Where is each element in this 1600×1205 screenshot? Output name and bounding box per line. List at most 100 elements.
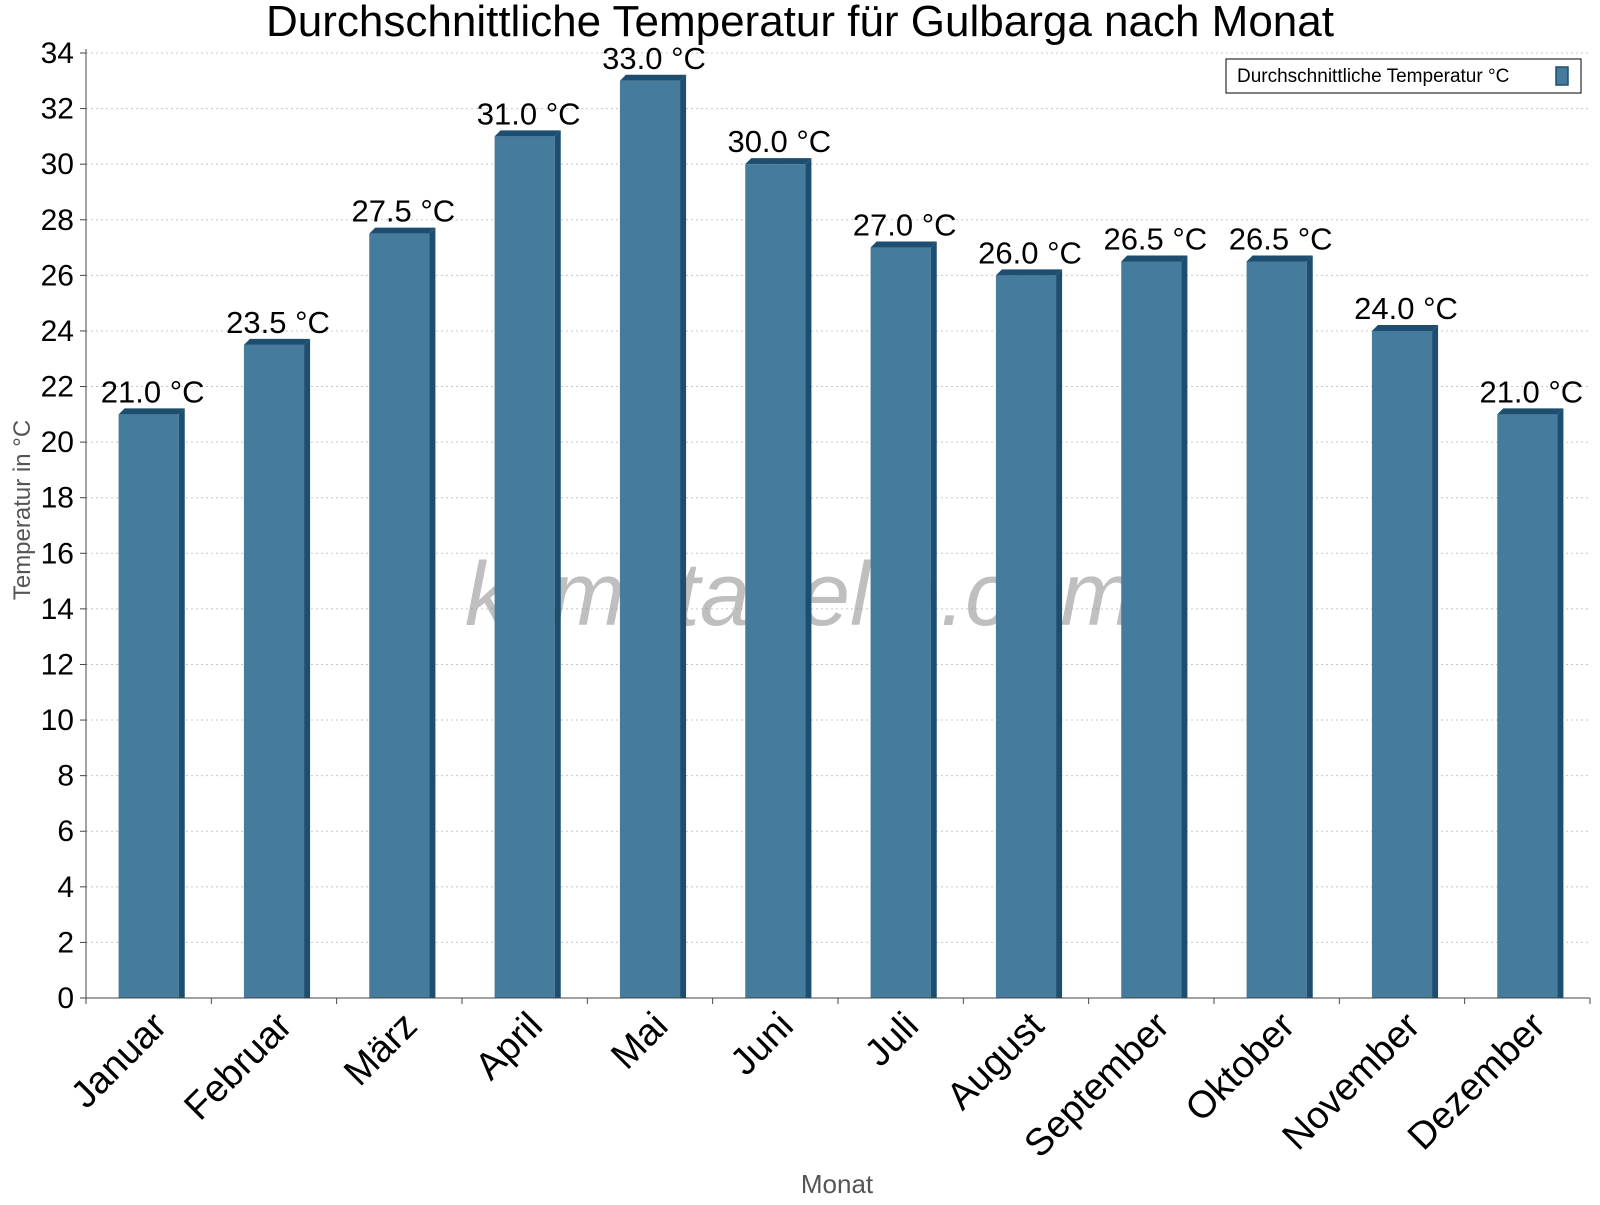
- bar: [243, 338, 311, 998]
- legend-swatch: [1555, 66, 1569, 86]
- bar-top-face: [243, 338, 311, 345]
- y-tick-label: 22: [41, 371, 74, 404]
- y-tick-label: 24: [41, 315, 74, 348]
- bar-top-face: [995, 269, 1063, 276]
- bar-body: [745, 164, 806, 999]
- bar-top-face: [118, 408, 185, 415]
- axes: [80, 49, 1591, 1004]
- bar-side-face: [1056, 269, 1063, 999]
- bar: [118, 408, 185, 999]
- data-label: 31.0 °C: [477, 96, 581, 131]
- y-tick-label: 10: [41, 704, 74, 737]
- bar-body: [1121, 261, 1182, 998]
- data-labels: 21.0 °C 23.5 °C 27.5 °C 31.0 °C 33.0 °C 30.0 …: [101, 41, 1583, 410]
- y-tick-label: 0: [57, 982, 74, 1015]
- legend: Durchschnittliche Temperatur °C: [1225, 58, 1582, 94]
- x-tick-label: Juni: [723, 1005, 802, 1084]
- y-tick-label: 26: [41, 259, 74, 292]
- x-axis-label: Monat: [801, 1169, 874, 1199]
- y-tick-label: 20: [41, 426, 74, 459]
- bar-top-face: [1246, 255, 1313, 262]
- bar-side-face: [429, 227, 436, 999]
- bar-top-face: [369, 227, 436, 234]
- bar: [369, 227, 436, 999]
- data-label: 23.5 °C: [226, 305, 330, 340]
- data-label: 21.0 °C: [1479, 374, 1583, 409]
- bar-side-face: [680, 74, 687, 998]
- bar-body: [243, 344, 305, 998]
- bar-side-face: [1432, 324, 1439, 998]
- bar-body: [118, 414, 179, 999]
- bar-top-face: [1497, 408, 1564, 415]
- data-label: 33.0 °C: [602, 41, 706, 76]
- y-tick-label: 12: [41, 648, 74, 681]
- bar: [619, 74, 687, 998]
- bar-side-face: [1306, 255, 1313, 999]
- data-label: 26.0 °C: [978, 235, 1082, 270]
- data-label: 26.5 °C: [1229, 221, 1333, 256]
- x-tick-label: Mai: [603, 1005, 676, 1078]
- x-tick-labels: Januar Februar März April Mai Juni Juli AugustS…: [63, 1004, 1554, 1165]
- x-tick-label: Januar: [63, 1004, 175, 1116]
- grid-lines: [86, 52, 1590, 943]
- bar-side-face: [178, 408, 185, 999]
- bar: [870, 241, 937, 998]
- x-tick-label: April: [468, 1005, 551, 1088]
- bar: [745, 158, 812, 999]
- bar-side-face: [304, 338, 311, 998]
- bar-top-face: [494, 130, 561, 137]
- data-label: 27.5 °C: [351, 194, 455, 229]
- bar-body: [1246, 261, 1307, 998]
- legend-box: [1225, 58, 1582, 94]
- data-label: 24.0 °C: [1354, 291, 1458, 326]
- data-label: 26.5 °C: [1103, 221, 1207, 256]
- bar: [1497, 408, 1564, 999]
- bar-top-face: [745, 158, 812, 165]
- data-label: 30.0 °C: [727, 124, 831, 159]
- y-tick-label: 14: [41, 593, 74, 626]
- y-tick-label: 16: [41, 537, 74, 570]
- y-tick-label: 4: [57, 871, 74, 904]
- bar: [494, 130, 561, 999]
- bar-side-face: [805, 158, 812, 999]
- y-tick-label: 2: [57, 926, 74, 959]
- y-tick-label: 34: [41, 37, 74, 70]
- x-tick-label: Februar: [177, 1004, 301, 1128]
- data-label: 21.0 °C: [101, 374, 205, 409]
- bar-body: [1371, 330, 1433, 998]
- bar-body: [995, 275, 1057, 999]
- data-label: 27.0 °C: [853, 208, 957, 243]
- bar: [1246, 255, 1313, 999]
- chart-title: Durchschnittliche Temperatur für Gulbarg…: [266, 0, 1334, 46]
- bar: [995, 269, 1063, 999]
- x-tick-label: Juli: [857, 1005, 927, 1075]
- x-tick-label: Dezember: [1400, 1004, 1554, 1158]
- bar-body: [870, 247, 931, 998]
- bar-side-face: [930, 241, 937, 998]
- bar-top-face: [619, 74, 687, 81]
- bar-side-face: [554, 130, 561, 999]
- bar-body: [619, 80, 681, 998]
- bar-body: [369, 233, 430, 999]
- bar-body: [1497, 414, 1558, 999]
- bar-top-face: [870, 241, 937, 248]
- bar-side-face: [1181, 255, 1188, 999]
- y-tick-label: 6: [57, 815, 74, 848]
- legend-label: Durchschnittliche Temperatur °C: [1237, 66, 1509, 87]
- y-tick-label: 8: [57, 760, 74, 793]
- x-tick-label: Oktober: [1178, 1004, 1304, 1130]
- bar: [1371, 324, 1439, 998]
- y-tick-label: 28: [41, 204, 74, 237]
- bar-top-face: [1121, 255, 1188, 262]
- x-tick-label: August: [939, 1004, 1053, 1118]
- bar-top-face: [1371, 324, 1439, 331]
- y-tick-label: 18: [41, 482, 74, 515]
- y-tick-label: 30: [41, 148, 74, 181]
- bars-group: [118, 74, 1564, 999]
- bar-side-face: [1557, 408, 1564, 999]
- y-axis-label: Temperatur in °C: [9, 420, 36, 600]
- x-tick-label: März: [336, 1005, 425, 1094]
